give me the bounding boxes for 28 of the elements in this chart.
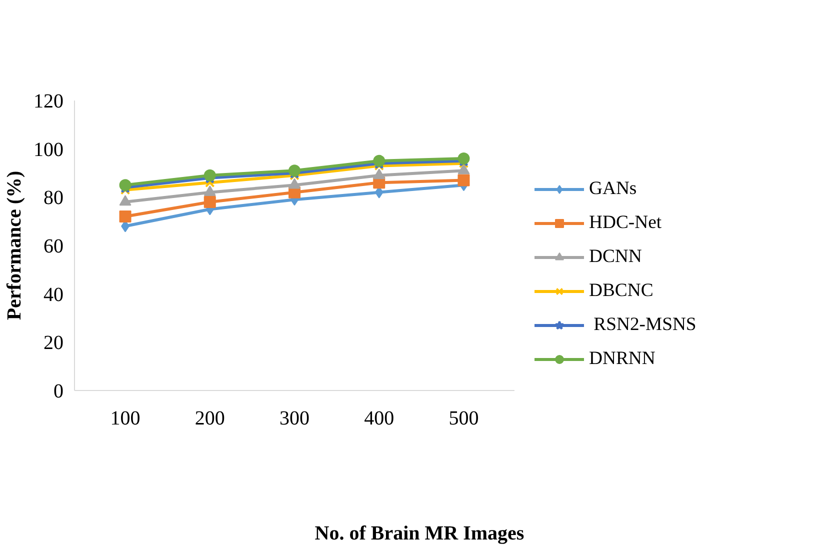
point bbox=[373, 168, 386, 180]
legend-label: GANs bbox=[589, 178, 637, 200]
point bbox=[204, 196, 216, 208]
y-axis-title: Performance (%) bbox=[4, 170, 26, 320]
legend-label: RSN2-MSNS bbox=[592, 314, 696, 336]
legend-label: DCNN bbox=[589, 246, 642, 268]
legend-label: DBCNC bbox=[589, 280, 654, 302]
point bbox=[119, 210, 132, 222]
y-tick-label: 80 bbox=[44, 187, 64, 210]
legend-label: DNRNN bbox=[589, 348, 656, 370]
point bbox=[288, 178, 300, 189]
y-tick-label: 20 bbox=[44, 332, 64, 354]
x-tick-label: 400 bbox=[364, 408, 394, 430]
point bbox=[119, 195, 132, 206]
legend-label: HDC-Net bbox=[589, 212, 662, 234]
x-axis-title: No. of Brain MR Images bbox=[314, 522, 524, 544]
y-tick-label: 0 bbox=[54, 380, 64, 402]
point bbox=[458, 164, 470, 174]
point bbox=[458, 174, 470, 186]
y-tick-label: 60 bbox=[44, 236, 64, 258]
point bbox=[204, 185, 216, 196]
y-tick-label: 40 bbox=[44, 284, 64, 306]
x-tick-label: 100 bbox=[110, 408, 140, 430]
x-tick-label: 200 bbox=[194, 408, 225, 430]
y-tick-label: 100 bbox=[34, 138, 64, 161]
y-tick-label: 120 bbox=[34, 90, 64, 112]
x-tick-label: 300 bbox=[280, 408, 310, 430]
x-tick-label: 500 bbox=[448, 408, 479, 430]
